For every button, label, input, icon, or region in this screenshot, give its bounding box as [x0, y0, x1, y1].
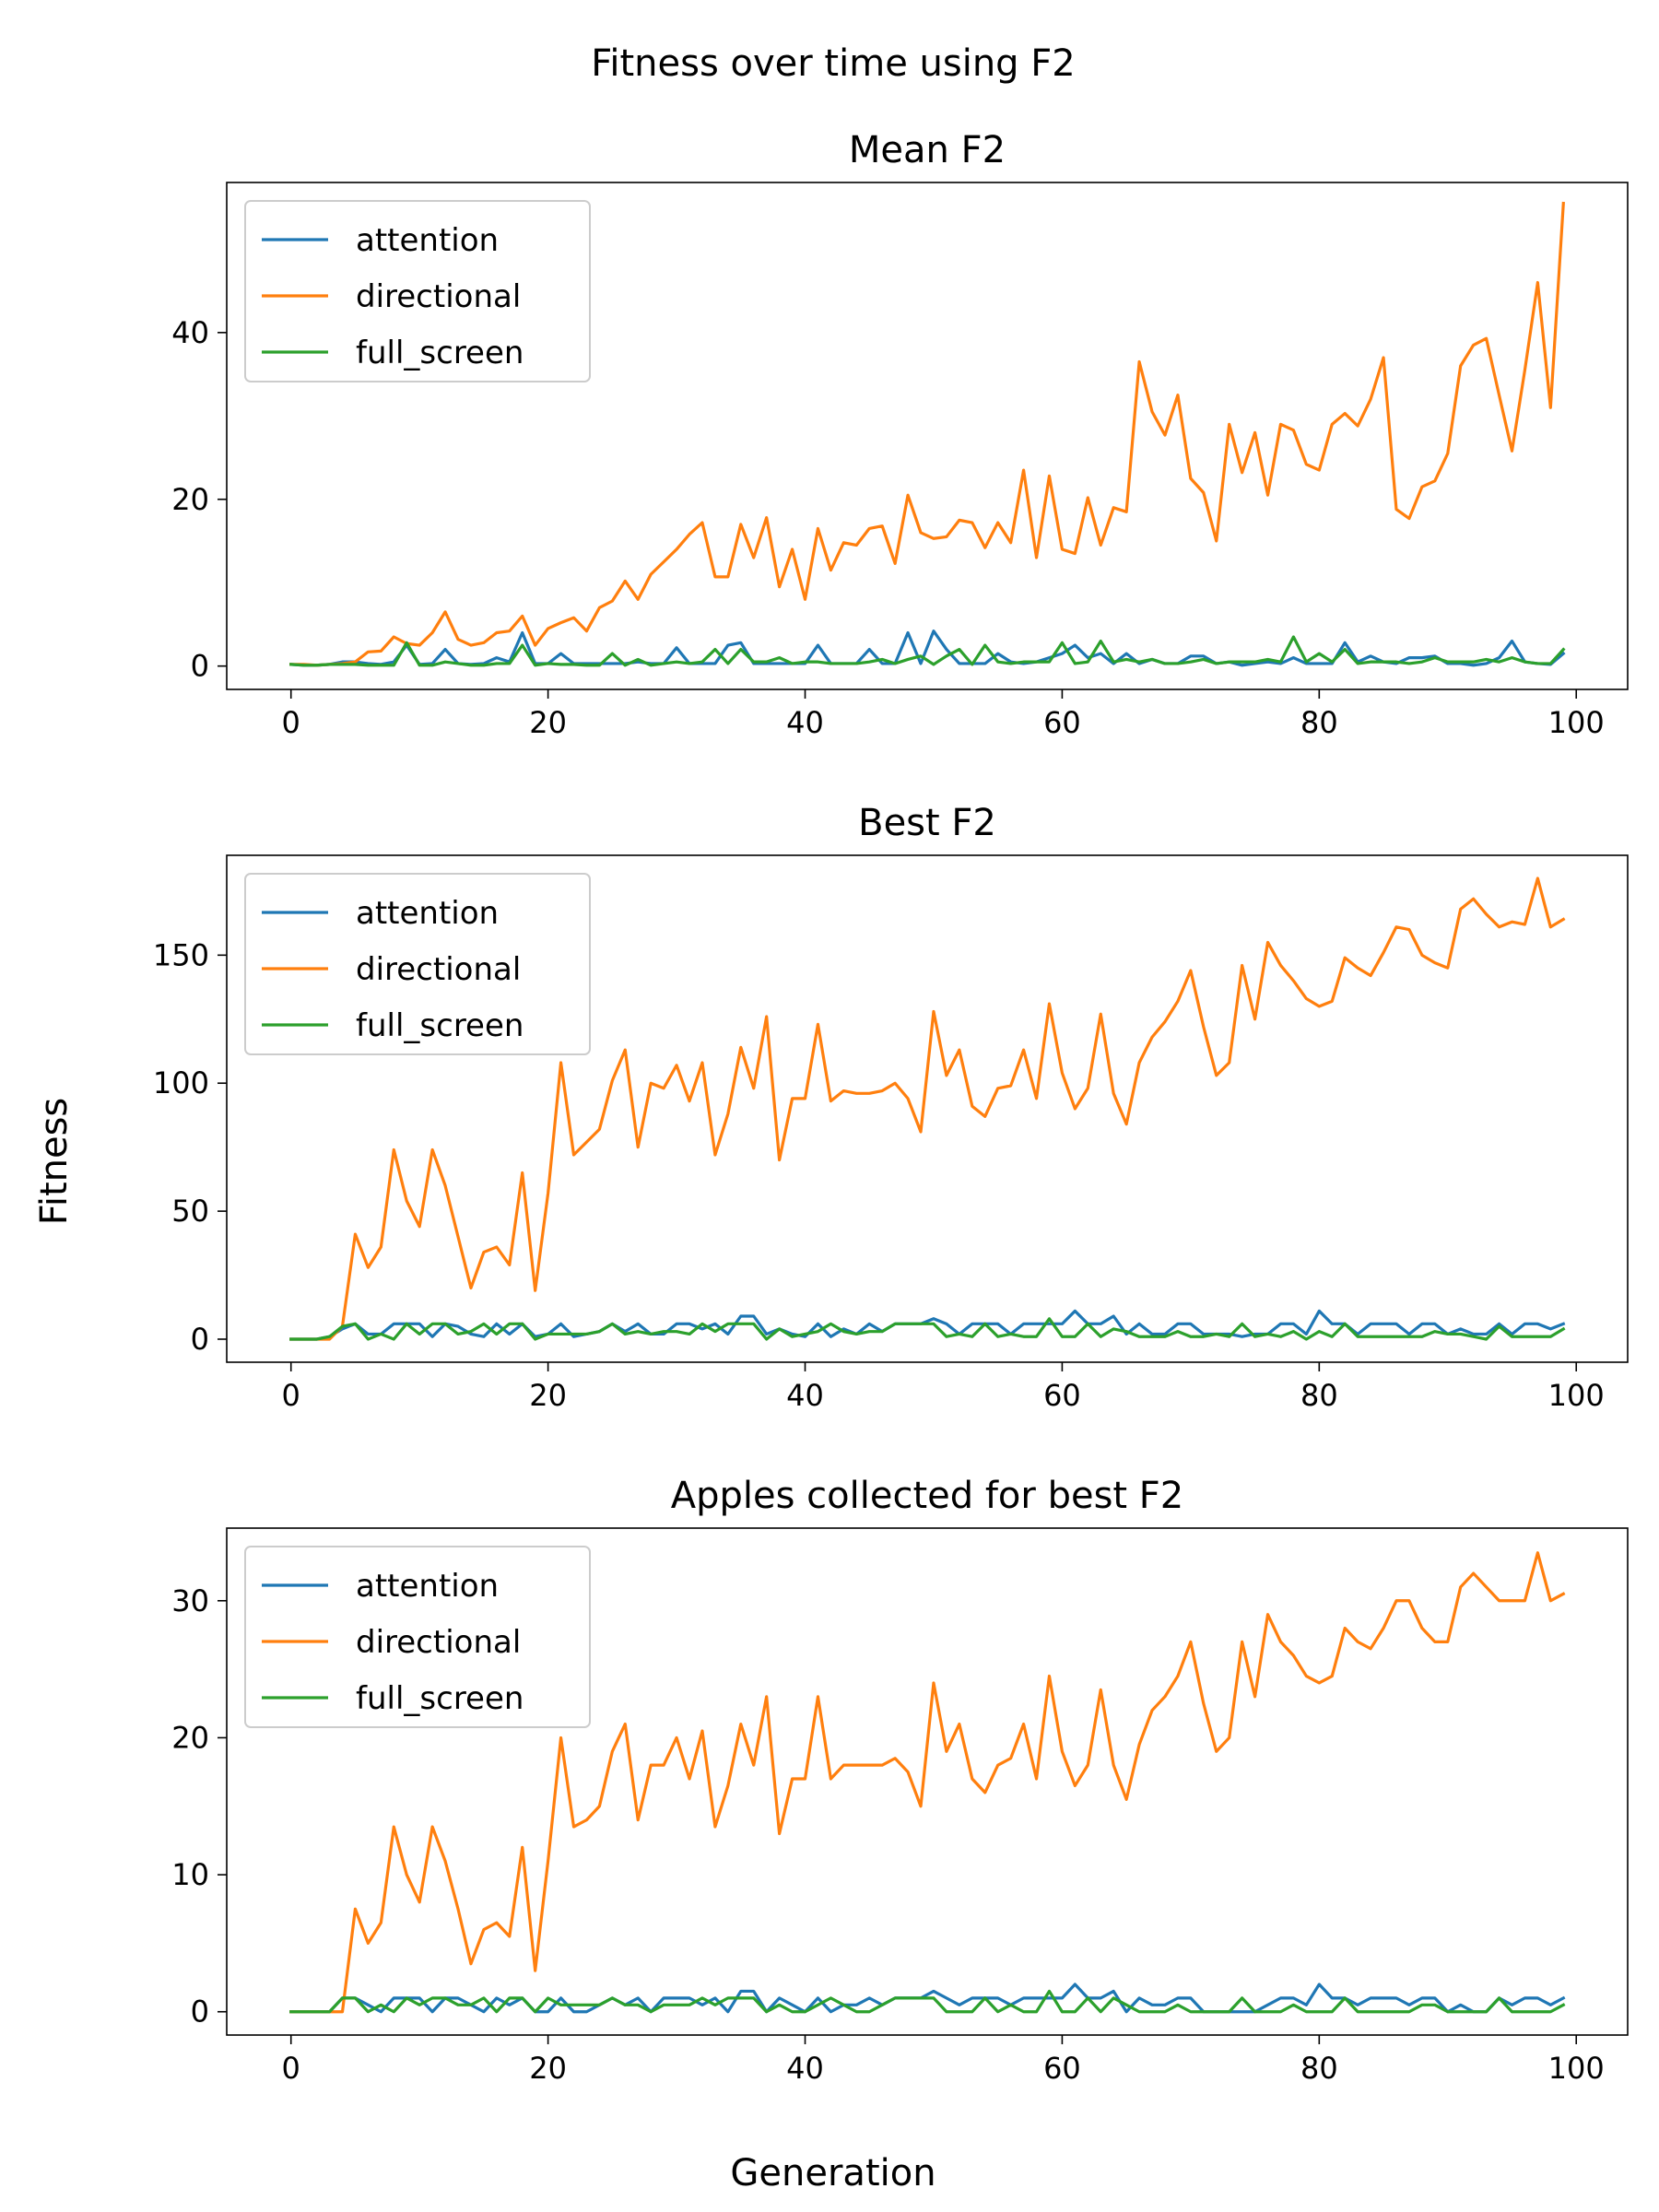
figure-suptitle: Fitness over time using F2 — [591, 42, 1075, 85]
x-tick-label: 20 — [529, 705, 567, 740]
x-tick-label: 60 — [1043, 2051, 1081, 2086]
series-line-full-screen — [289, 1317, 1566, 1341]
subplot-mean-f2: Mean F2 0 20 40 60 80 100 0 20 40 attention directi… — [171, 129, 1629, 740]
y-tick-label: 30 — [171, 1583, 209, 1618]
legend-label-directional: directional — [356, 951, 521, 988]
axes-frame — [226, 1527, 1629, 2036]
legend-label-full-screen: full_screen — [356, 1007, 524, 1044]
series-line-directional — [289, 201, 1565, 667]
legend-label-directional: directional — [356, 278, 521, 315]
x-tick-label: 40 — [786, 2051, 824, 2086]
subplot-title: Best F2 — [858, 802, 996, 844]
y-tick-label: 150 — [153, 937, 209, 972]
subplot-title: Mean F2 — [849, 129, 1006, 171]
x-tick-label: 40 — [786, 705, 824, 740]
legend: attention directional full_screen — [244, 200, 591, 382]
series-line-attention — [289, 1983, 1566, 2014]
subplot-apples-collected-for-best-f2: Apples collected for best F20 20 40 60 80 100… — [171, 1475, 1629, 2086]
y-tick-label: 20 — [171, 482, 209, 517]
x-tick-label: 0 — [282, 2051, 300, 2086]
series-line-full-screen — [289, 1989, 1566, 2014]
x-tick-label: 60 — [1043, 705, 1081, 740]
x-tick-label: 80 — [1300, 705, 1338, 740]
figure-xlabel: Generation — [730, 2152, 935, 2194]
x-tick-label: 80 — [1300, 2051, 1338, 2086]
legend: attention directional full_screen — [244, 1546, 591, 1728]
legend: attention directional full_screen — [244, 873, 591, 1055]
y-tick-label: 20 — [171, 1720, 209, 1755]
x-tick-label: 40 — [786, 1378, 824, 1413]
y-tick-label: 0 — [191, 1322, 209, 1357]
y-tick-label: 0 — [191, 1994, 209, 2030]
legend-box — [244, 200, 591, 382]
series-line-directional — [289, 877, 1566, 1341]
legend-label-attention: attention — [356, 895, 499, 932]
legend-label-attention: attention — [356, 1568, 499, 1605]
x-tick-label: 0 — [282, 705, 300, 740]
y-tick-label: 100 — [153, 1065, 209, 1100]
subplot-best-f2: Best F2 0 20 40 60 80 100 0 50 100 150 attention dir… — [153, 802, 1629, 1413]
x-tick-label: 0 — [282, 1378, 300, 1413]
legend-box — [244, 873, 591, 1055]
legend-label-full-screen: full_screen — [356, 335, 524, 371]
legend-label-directional: directional — [356, 1624, 521, 1661]
subplot-title: Apples collected for best F2 — [671, 1475, 1184, 1517]
x-tick-label: 60 — [1043, 1378, 1081, 1413]
axes-frame — [226, 854, 1629, 1363]
x-tick-label: 100 — [1548, 2051, 1605, 2086]
x-tick-label: 20 — [529, 1378, 567, 1413]
y-tick-label: 50 — [171, 1194, 209, 1229]
x-tick-label: 20 — [529, 2051, 567, 2086]
x-tick-label: 80 — [1300, 1378, 1338, 1413]
x-tick-label: 100 — [1548, 705, 1605, 740]
x-tick-label: 100 — [1548, 1378, 1605, 1413]
legend-label-attention: attention — [356, 222, 499, 259]
series-line-directional — [289, 1551, 1566, 2014]
y-tick-label: 40 — [171, 315, 209, 350]
legend-label-full-screen: full_screen — [356, 1680, 524, 1717]
legend-box — [244, 1546, 591, 1728]
series-line-full-screen — [289, 635, 1566, 667]
axes-frame — [226, 182, 1629, 690]
y-tick-label: 0 — [191, 649, 209, 684]
figure-ylabel: Fitness — [33, 1098, 76, 1226]
series-line-attention — [289, 629, 1566, 667]
y-tick-label: 10 — [171, 1857, 209, 1892]
subplots: Mean F20 20 40 60 80 10002040attentiondirecti… — [153, 129, 1629, 2086]
